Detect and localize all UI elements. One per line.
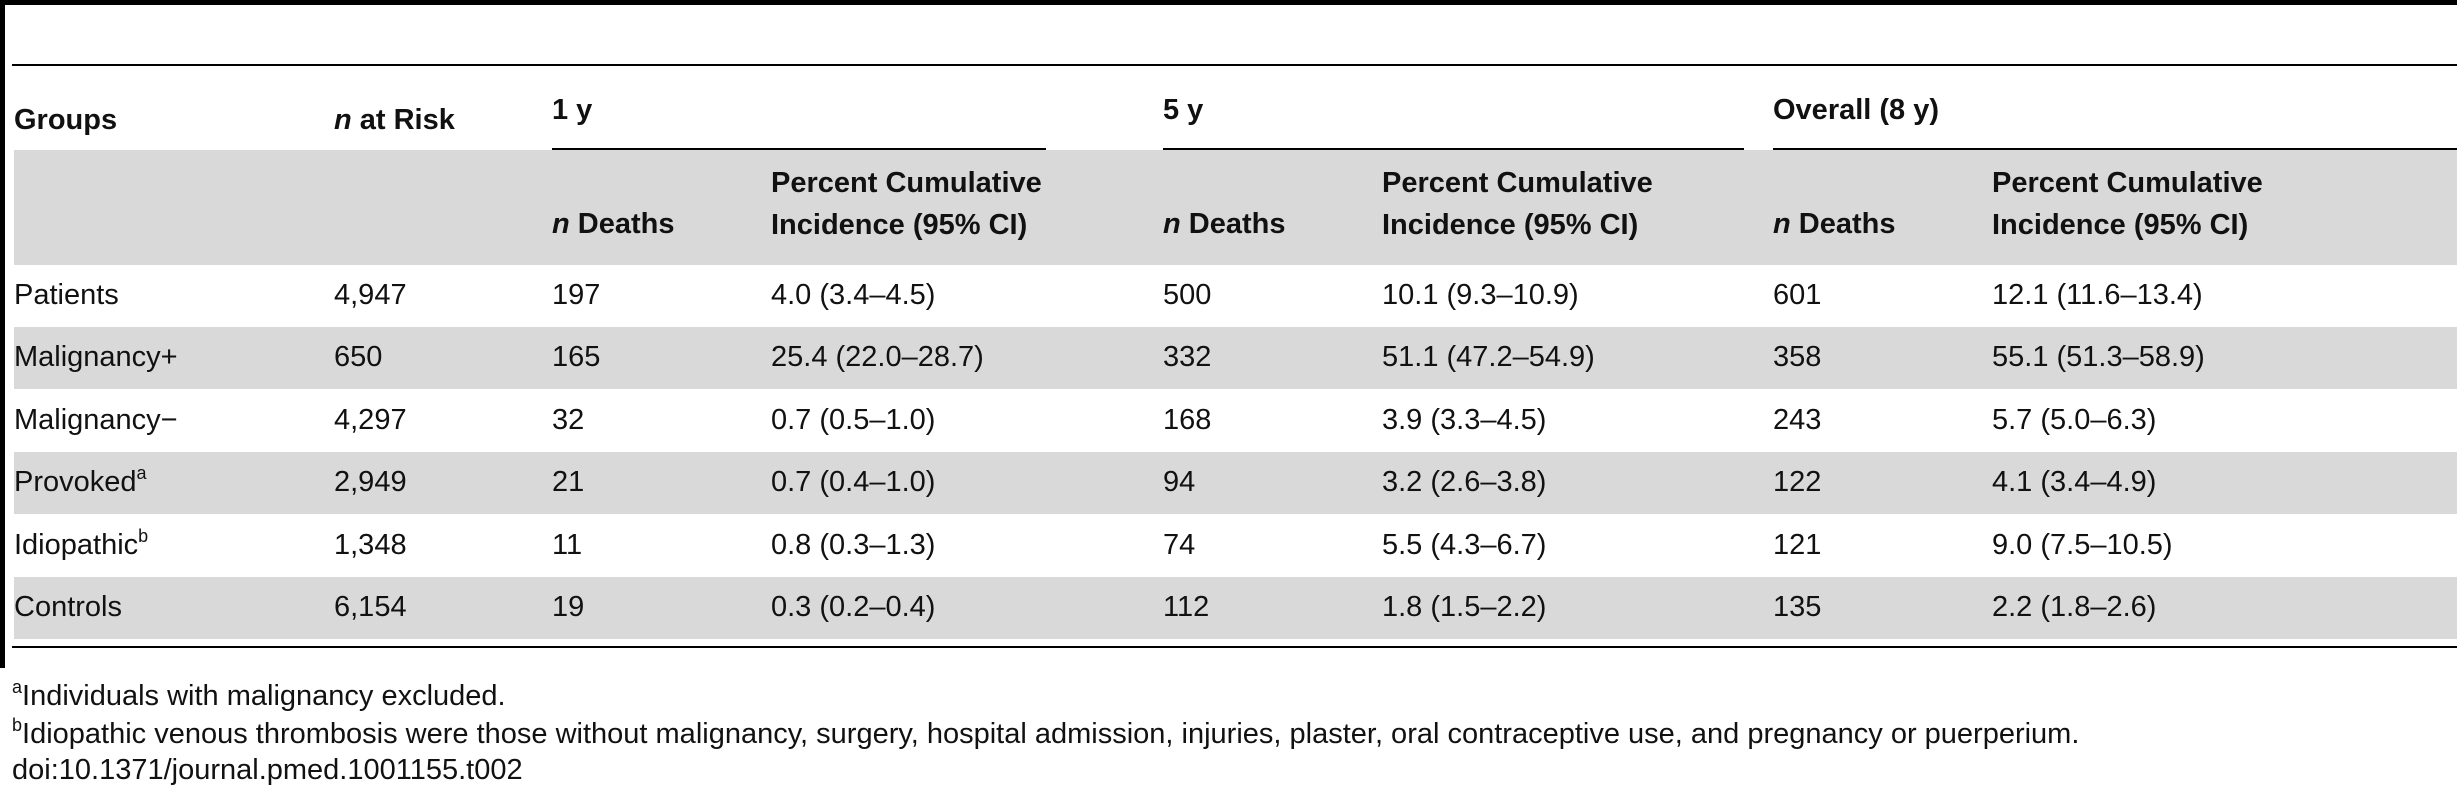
cell-n_risk: 2,949 bbox=[334, 466, 407, 498]
rule-overall bbox=[1773, 148, 2457, 150]
cell-c8: 55.1 (51.3–58.9) bbox=[1992, 341, 2205, 373]
cell-c5: 3.9 (3.3–4.5) bbox=[1382, 404, 1547, 436]
doi-text: doi:10.1371/journal.pmed.1001155.t002 bbox=[12, 754, 523, 786]
cell-d1: 11 bbox=[552, 529, 583, 561]
cell-c1: 0.3 (0.2–0.4) bbox=[771, 591, 936, 623]
cell-d1: 197 bbox=[552, 279, 601, 311]
col-overall-cum-inc: Percent Cumulative Incidence (95% CI) bbox=[1992, 167, 2263, 241]
cell-d5: 332 bbox=[1163, 341, 1212, 373]
row-shade bbox=[14, 452, 2457, 514]
cell-c8: 12.1 (11.6–13.4) bbox=[1992, 279, 2203, 311]
cell-d1: 165 bbox=[552, 341, 601, 373]
cell-group: Controls bbox=[14, 591, 122, 623]
cell-c5: 1.8 (1.5–2.2) bbox=[1382, 591, 1547, 623]
cell-c8: 2.2 (1.8–2.6) bbox=[1992, 591, 2157, 623]
top-rule bbox=[0, 0, 2457, 5]
bottom-rule bbox=[12, 646, 2457, 648]
cell-c8: 9.0 (7.5–10.5) bbox=[1992, 529, 2173, 561]
rule-5y bbox=[1163, 148, 1744, 150]
cell-group: Provokeda bbox=[14, 463, 147, 498]
cell-c1: 25.4 (22.0–28.7) bbox=[771, 341, 984, 373]
left-border bbox=[0, 0, 5, 668]
footnote-b: bIdiopathic venous thrombosis were those… bbox=[12, 715, 2080, 750]
col-overall-n-deaths: n Deaths bbox=[1773, 208, 1896, 240]
col-groups: Groups bbox=[14, 104, 118, 136]
cell-d5: 168 bbox=[1163, 404, 1212, 436]
footnote-a: aIndividuals with malignancy excluded. bbox=[12, 677, 506, 712]
cell-c1: 4.0 (3.4–4.5) bbox=[771, 279, 936, 311]
col-group-overall: Overall (8 y) bbox=[1773, 94, 1940, 126]
rule-1y bbox=[552, 148, 1046, 150]
cell-d1: 19 bbox=[552, 591, 585, 623]
cell-d5: 94 bbox=[1163, 466, 1196, 498]
col-1y-cum-inc: Percent Cumulative Incidence (95% CI) bbox=[771, 167, 1042, 241]
cell-c5: 5.5 (4.3–6.7) bbox=[1382, 529, 1547, 561]
row-shade bbox=[14, 577, 2457, 639]
cell-c5: 51.1 (47.2–54.9) bbox=[1382, 341, 1595, 373]
col-n-at-risk: n at Risk bbox=[334, 104, 455, 136]
col-group-1y: 1 y bbox=[552, 94, 593, 126]
cell-n_risk: 650 bbox=[334, 341, 383, 373]
cell-c1: 0.7 (0.4–1.0) bbox=[771, 466, 936, 498]
cell-d5: 112 bbox=[1163, 591, 1210, 623]
footnote-marker: b bbox=[138, 526, 149, 546]
cell-c8: 5.7 (5.0–6.3) bbox=[1992, 404, 2157, 436]
cell-c5: 10.1 (9.3–10.9) bbox=[1382, 279, 1579, 311]
col-5y-n-deaths: n Deaths bbox=[1163, 208, 1286, 240]
col-5y-cum-inc: Percent Cumulative Incidence (95% CI) bbox=[1382, 167, 1653, 241]
cell-d5: 500 bbox=[1163, 279, 1212, 311]
cell-group: Patients bbox=[14, 279, 119, 311]
cell-n_risk: 1,348 bbox=[334, 529, 407, 561]
cell-d5: 74 bbox=[1163, 529, 1196, 561]
cell-group: Malignancy+ bbox=[14, 341, 178, 373]
cell-n_risk: 4,297 bbox=[334, 404, 407, 436]
cell-n_risk: 4,947 bbox=[334, 279, 407, 311]
cell-d1: 21 bbox=[552, 466, 585, 498]
subheader-shade bbox=[14, 150, 2457, 265]
col-group-5y: 5 y bbox=[1163, 94, 1204, 126]
cell-d8: 243 bbox=[1773, 404, 1822, 436]
header-rule bbox=[12, 64, 2457, 66]
cell-c1: 0.8 (0.3–1.3) bbox=[771, 529, 936, 561]
cell-d8: 122 bbox=[1773, 466, 1822, 498]
cell-c8: 4.1 (3.4–4.9) bbox=[1992, 466, 2157, 498]
cell-group: Malignancy− bbox=[14, 404, 178, 436]
row-shade bbox=[14, 327, 2457, 389]
cell-n_risk: 6,154 bbox=[334, 591, 407, 623]
col-1y-n-deaths: n Deaths bbox=[552, 208, 675, 240]
cell-d1: 32 bbox=[552, 404, 585, 436]
footnote-marker: a bbox=[136, 463, 147, 483]
cell-d8: 121 bbox=[1773, 529, 1822, 561]
cell-group: Idiopathicb bbox=[14, 526, 149, 561]
cell-d8: 358 bbox=[1773, 341, 1822, 373]
cell-c1: 0.7 (0.5–1.0) bbox=[771, 404, 936, 436]
cell-d8: 135 bbox=[1773, 591, 1822, 623]
cell-c5: 3.2 (2.6–3.8) bbox=[1382, 466, 1547, 498]
cell-d8: 601 bbox=[1773, 279, 1822, 311]
